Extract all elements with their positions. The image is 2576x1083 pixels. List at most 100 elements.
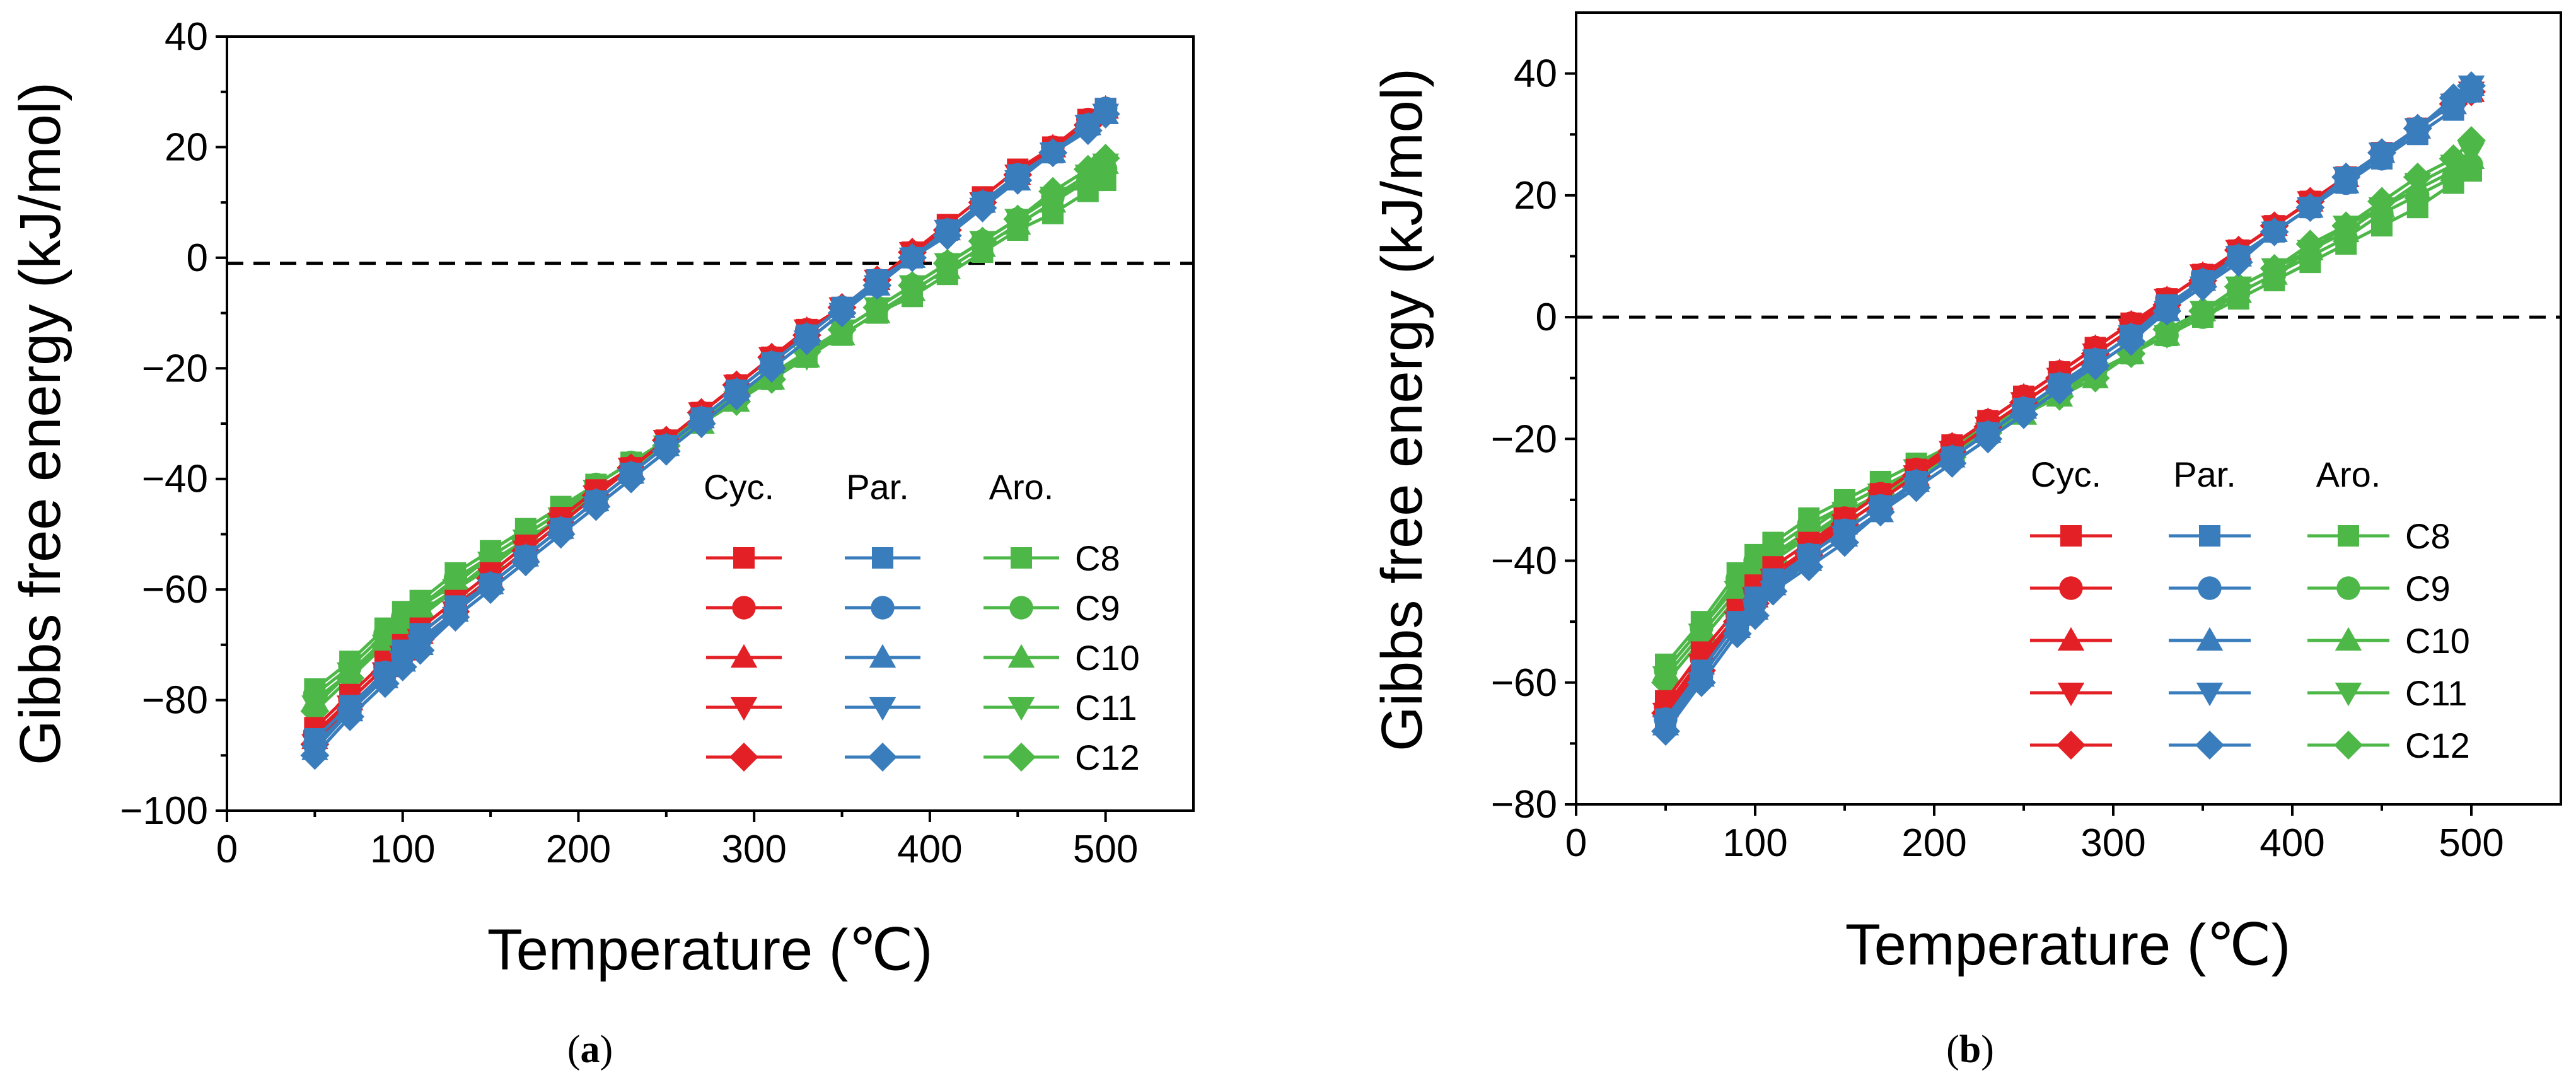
data-point — [2295, 193, 2325, 223]
data-point — [581, 492, 611, 521]
data-point — [2367, 187, 2396, 216]
data-point — [2331, 162, 2361, 192]
legend-entry-par-c9 — [2169, 576, 2251, 600]
legend-entry-cyc-c11 — [2030, 682, 2112, 707]
legend-marker — [872, 547, 893, 569]
legend-entry-cyc-c10 — [2030, 627, 2112, 651]
legend-entry-cyc-c9 — [706, 596, 782, 620]
data-point — [2367, 138, 2396, 168]
data-point — [2260, 253, 2289, 283]
legend-marker — [2334, 731, 2363, 760]
legend-carbon-label: C9 — [1075, 588, 1120, 628]
data-point — [1091, 99, 1120, 129]
legend-entry-par-c12 — [845, 743, 920, 772]
series-par-c12 — [1651, 71, 2486, 746]
legend-entry-par-c10 — [2169, 627, 2251, 651]
x-tick-label: 0 — [1565, 821, 1587, 865]
data-point — [2224, 248, 2253, 277]
legend-marker — [1009, 596, 1033, 620]
data-point — [1073, 116, 1103, 146]
data-point — [2457, 71, 2486, 100]
data-point — [476, 575, 506, 605]
data-point — [2045, 376, 2074, 405]
data-point — [968, 193, 997, 223]
data-point — [827, 298, 857, 328]
legend-marker — [729, 743, 758, 772]
data-point — [405, 635, 435, 665]
series-aro-c12 — [1651, 125, 2486, 697]
legend-a: Cyc. Par. Aro. C8 C9 C10 C11 C12 — [704, 467, 1140, 777]
legend-marker — [1011, 547, 1032, 569]
x-axis-label-a: Temperature (℃) — [487, 918, 933, 982]
legend-marker — [1007, 697, 1035, 721]
legend-marker — [733, 547, 755, 569]
data-point — [546, 519, 576, 549]
data-point — [441, 603, 470, 632]
data-point — [388, 652, 417, 681]
data-point — [1038, 138, 1067, 168]
legend-carbon-label: C11 — [2405, 673, 2468, 713]
data-point — [2260, 217, 2289, 246]
legend-entry-par-c8 — [2169, 525, 2251, 547]
series-par-c12 — [300, 99, 1120, 770]
data-point — [687, 409, 716, 438]
x-tick-label: 500 — [1073, 828, 1138, 871]
data-point — [792, 326, 821, 356]
data-point — [2439, 83, 2468, 113]
data-point — [1794, 552, 1824, 582]
legend-carbon-label: C11 — [1075, 688, 1137, 727]
data-point — [2009, 400, 2038, 429]
legend-entry-cyc-c10 — [706, 644, 782, 668]
legend-marker — [2196, 682, 2224, 707]
x-tick-label: 100 — [370, 828, 435, 871]
chart-panel-a: 0 100 200 300 400 500 −100 −80 −60 −40 −20 0 20 40 Cy… — [8, 15, 1195, 1071]
legend-marker — [730, 697, 758, 721]
data-point — [932, 221, 962, 250]
y-tick-label: 40 — [165, 15, 208, 59]
y-tick-label: −60 — [142, 568, 208, 611]
data-point — [1973, 424, 2003, 454]
data-point — [2116, 327, 2146, 356]
axis-ticks-a: 0 100 200 300 400 500 −100 −80 −60 −40 −20 0 20 40 — [120, 15, 1138, 871]
x-tick-label: 400 — [2260, 821, 2324, 865]
legend-marker — [2057, 731, 2086, 760]
axis-ticks-b: 0 100 200 300 400 500 −80 −60 −40 −20 0 20 40 — [1491, 52, 2504, 865]
data-point — [1073, 154, 1103, 184]
data-point — [1722, 619, 1752, 649]
data-point — [2439, 144, 2468, 173]
legend-entry-aro-c9 — [983, 596, 1059, 620]
legend-marker — [1007, 743, 1036, 772]
legend-entry-aro-c11 — [983, 697, 1059, 721]
legend-marker — [2198, 576, 2222, 600]
data-point — [1830, 528, 1859, 557]
data-point — [2224, 272, 2253, 301]
data-point — [1741, 601, 1770, 630]
y-tick-label: −80 — [142, 679, 208, 722]
legend-group-header: Cyc. — [704, 467, 774, 507]
panel-label-a: (a) — [567, 1028, 613, 1071]
legend-group-header: Cyc. — [2031, 455, 2101, 494]
data-point — [1865, 497, 1895, 527]
y-tick-label: −40 — [142, 458, 208, 501]
legend-carbon-label: C12 — [1075, 738, 1140, 777]
x-tick-label: 300 — [2080, 821, 2145, 865]
data-point — [617, 464, 646, 494]
data-point — [968, 226, 997, 256]
legend-carbon-label: C10 — [1075, 638, 1140, 678]
data-point — [722, 381, 751, 411]
legend-carbon-label: C8 — [2405, 516, 2451, 556]
data-point — [1937, 449, 1967, 478]
legend-entry-aro-c8 — [2307, 525, 2389, 547]
data-point — [2188, 296, 2217, 326]
legend-entry-aro-c12 — [983, 743, 1059, 772]
y-axis-label-a: Gibbs free energy (kJ/mol) — [8, 82, 73, 765]
data-point — [1003, 166, 1033, 195]
legend-entry-aro-c12 — [2307, 731, 2389, 760]
data-point — [1758, 576, 1788, 606]
data-point — [1038, 177, 1067, 206]
data-point — [2331, 211, 2361, 241]
legend-entry-par-c10 — [845, 644, 920, 668]
y-tick-label: −20 — [1491, 417, 1557, 461]
data-point — [932, 248, 962, 278]
